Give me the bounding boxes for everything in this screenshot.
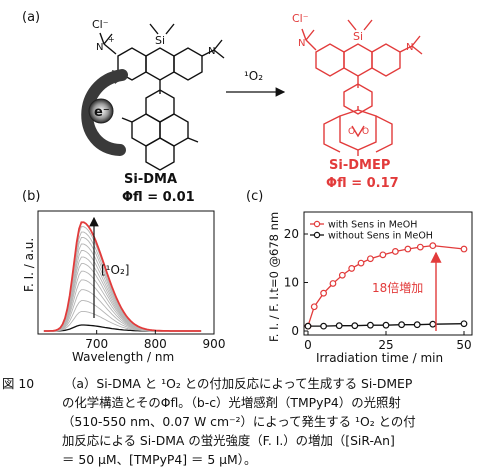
series-point xyxy=(367,321,374,329)
caption-line-2: の化学構造とそのΦfl。（b-c）光増感剤（TMPyP4）の光照射 xyxy=(62,395,401,410)
series-point xyxy=(304,322,312,330)
series-point xyxy=(310,303,318,311)
series-point xyxy=(460,320,468,328)
chart-c-frame xyxy=(303,211,473,336)
caption-line-4: 加反応による Si-DMA の蛍光強度（F. I.）の増加（[SiR-An] xyxy=(62,433,395,448)
series-point xyxy=(429,320,437,328)
reactant-name: Si-DMA xyxy=(124,172,177,187)
svg-text:N: N xyxy=(406,42,413,53)
series-point xyxy=(391,248,399,255)
chart-b-frame xyxy=(37,210,215,335)
si-dmep-structure: Cl⁻ N Si N O O xyxy=(292,12,423,156)
product-name: Si-DMEP xyxy=(329,158,390,173)
series-point xyxy=(335,322,343,330)
series-point xyxy=(329,280,337,287)
chart-c-xtick-label: 25 xyxy=(378,338,393,352)
panel-c-label: (c) xyxy=(246,189,263,204)
caption-line-1: （a）Si-DMA と ¹O₂ との付加反応によって生成する Si-DMEP xyxy=(64,376,413,391)
reactant-phi: Φfl = 0.01 xyxy=(122,190,195,205)
chart-c-annotation: 18倍増加 xyxy=(372,280,423,295)
chart-c-xtick-label: 50 xyxy=(456,338,471,352)
spectrum-curve xyxy=(43,221,202,332)
svg-text:N: N xyxy=(208,46,215,57)
reagent-label: ¹O₂ xyxy=(244,69,263,83)
product-phi: Φfl = 0.17 xyxy=(326,176,399,191)
figure: (a) Cl⁻ N + Si N Si-DMA Φfl = 0.01 e⁻ xyxy=(22,10,473,365)
series-point xyxy=(413,321,421,329)
series-point xyxy=(351,322,359,330)
legend-label: without Sens in MeOH xyxy=(328,231,433,242)
chart-b-annotation: [¹O₂] xyxy=(101,263,129,277)
reaction-arrow: ¹O₂ xyxy=(226,69,286,97)
series-point xyxy=(398,321,406,329)
electron-transfer-arrow: e⁻ xyxy=(81,69,128,156)
series-point xyxy=(460,245,468,253)
series-line xyxy=(308,323,465,327)
series-point xyxy=(357,259,365,267)
svg-text:+: + xyxy=(108,35,115,44)
series-point xyxy=(379,251,387,259)
legend-label: with Sens in MeOH xyxy=(328,220,417,231)
series-point xyxy=(429,242,437,250)
series-point xyxy=(348,265,356,272)
svg-text:Si: Si xyxy=(353,30,363,43)
series-point xyxy=(404,245,412,253)
chart-b-ticks: 700 800 900 xyxy=(85,330,225,351)
chart-c-ytick-label: 0 xyxy=(291,324,299,338)
electron-symbol: e⁻ xyxy=(94,105,110,120)
svg-text:N: N xyxy=(298,38,305,49)
figure-caption: 図 10 （a）Si-DMA と ¹O₂ との付加反応によって生成する Si-D… xyxy=(0,374,496,469)
series-point xyxy=(416,243,424,251)
counter-ion-left: Cl⁻ xyxy=(92,18,109,31)
legend-marker xyxy=(313,231,321,239)
chart-c-ticks: 0 25 50 0 10 20 xyxy=(284,227,472,352)
chart-c-ytick-label: 10 xyxy=(284,276,299,290)
chart-c-xlabel: Irradiation time / min xyxy=(316,351,443,365)
series-point xyxy=(320,322,328,330)
chart-b-ylabel: F. I. / a.u. xyxy=(22,238,36,292)
electron-icon xyxy=(88,98,114,124)
caption-line-5: ＝ 50 μM、[TMPyP4] ＝ 5 μM）。 xyxy=(62,452,257,467)
chart-b-xlabel: Wavelength / nm xyxy=(72,350,174,364)
counter-ion-right: Cl⁻ xyxy=(292,12,309,25)
chart-c-series xyxy=(304,242,468,330)
chart-c-ytick-label: 20 xyxy=(284,227,299,241)
svg-text:O: O xyxy=(348,127,355,137)
legend-marker xyxy=(313,220,321,228)
chart-c-xtick-label: 0 xyxy=(304,338,312,352)
chart-b-curves xyxy=(43,221,202,332)
svg-text:O: O xyxy=(362,127,369,137)
panel-b-label: (b) xyxy=(22,189,40,204)
series-point xyxy=(382,321,390,329)
series-point xyxy=(338,271,346,279)
chart-c-ylabel: F. I. / F. I.t=0 @678 nm xyxy=(267,212,281,342)
svg-text:N: N xyxy=(96,42,103,53)
caption-number: 図 10 xyxy=(2,376,35,391)
caption-line-3: （510-550 nm、0.07 W cm⁻²）によって発生する ¹O₂ との付 xyxy=(62,414,416,429)
chart-b-xtick-label: 900 xyxy=(203,337,226,351)
series-point xyxy=(320,289,328,297)
panel-a-label: (a) xyxy=(22,10,40,25)
series-point xyxy=(367,255,374,263)
si-dma-structure: Cl⁻ N + Si N xyxy=(92,18,225,171)
svg-text:Si: Si xyxy=(155,34,165,47)
chart-b-xtick-label: 700 xyxy=(85,337,108,351)
chart-b: 700 800 900 [¹O₂] Wavelength / nm F. I. / … xyxy=(22,210,225,364)
chart-b-xtick-label: 800 xyxy=(144,337,167,351)
